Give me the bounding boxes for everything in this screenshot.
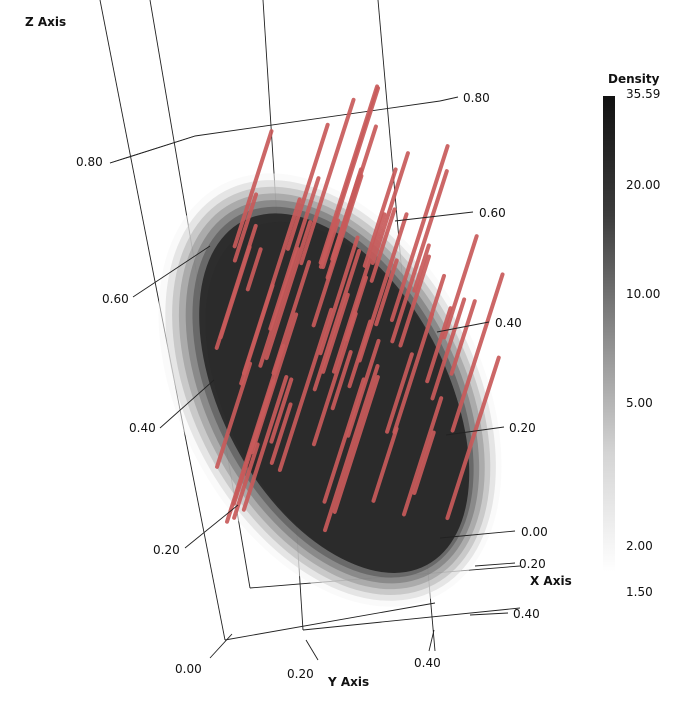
streamline-39: [412, 430, 436, 495]
streamline-24: [277, 307, 334, 472]
streamline-20: [442, 234, 479, 340]
streamline-28: [264, 220, 313, 361]
streamline-16: [357, 212, 409, 363]
streamline-57: [312, 248, 362, 392]
streamline-45: [239, 283, 275, 386]
x-tick-000: 0.00: [521, 525, 548, 539]
x-tick-020: 0.20: [519, 557, 546, 571]
streamline-46: [215, 361, 253, 469]
streamline-56: [323, 364, 380, 533]
colorbar: Density 35.59 20.00 10.00 5.00 2.00 1.50: [603, 72, 660, 599]
z-tick-020: 0.20: [153, 543, 180, 557]
colorbar-tick-5: 5.00: [626, 396, 653, 410]
streamline-53: [430, 297, 467, 401]
streamline-55: [332, 375, 380, 514]
x-tick-040: 0.40: [513, 607, 540, 621]
z-tick-060: 0.60: [102, 292, 129, 306]
tick-leaders: [109, 96, 516, 661]
x-far-tick-020: 0.20: [509, 421, 536, 435]
colorbar-min-label: 1.50: [626, 585, 653, 599]
x-far-tick-080: 0.80: [463, 91, 490, 105]
streamline-51: [285, 122, 330, 251]
streamline-38: [232, 129, 274, 249]
streamline-37: [412, 243, 431, 293]
streamline-18: [321, 218, 341, 270]
tick-leader-4: [439, 530, 516, 539]
y-tick-000: 0.00: [175, 662, 202, 676]
streamline-47: [390, 169, 449, 344]
tick-leader-9: [159, 379, 215, 429]
streamline-30: [214, 223, 258, 350]
tick-leader-5: [474, 562, 516, 567]
streamline-58: [401, 396, 444, 517]
streamline-10: [374, 258, 399, 327]
tick-leader-3: [445, 426, 505, 436]
streamline-41: [330, 167, 363, 262]
streamline-52: [318, 235, 360, 356]
streamline-23: [269, 402, 293, 465]
streamline-22: [321, 292, 350, 374]
streamline-35: [250, 312, 299, 455]
streamlines: [214, 84, 505, 533]
streamline-21: [331, 212, 387, 374]
tick-leader-11: [209, 633, 233, 659]
colorbar-title: Density: [608, 72, 660, 86]
streamline-61: [346, 338, 381, 438]
streamline-26: [392, 312, 435, 435]
streamline-50: [232, 192, 259, 263]
colorbar-gradient: [603, 96, 615, 572]
frame-edge-7: [194, 100, 441, 137]
streamline-14: [232, 442, 260, 520]
streamline-5: [269, 377, 294, 444]
streamline-7: [225, 343, 286, 524]
streamline-34: [428, 273, 446, 322]
frame-edge-6: [302, 607, 521, 631]
streamline-15: [425, 306, 453, 384]
streamline-32: [322, 377, 366, 504]
streamline-17: [369, 207, 397, 283]
streamline-13: [398, 254, 431, 348]
tick-leader-1: [394, 211, 474, 222]
y-tick-020: 0.20: [287, 667, 314, 681]
tick-leader-2: [436, 321, 490, 333]
x-far-tick-040: 0.40: [495, 316, 522, 330]
streamline-19: [311, 311, 358, 447]
streamline-43: [245, 247, 263, 292]
tick-leader-6: [469, 612, 509, 616]
tick-leader-13: [428, 629, 435, 652]
streamline-42: [268, 176, 321, 331]
streamline-60: [318, 84, 380, 265]
colorbar-tick-20: 20.00: [626, 178, 660, 192]
tick-leader-8: [132, 245, 211, 298]
streamline-48: [385, 352, 414, 434]
colorbar-tick-10: 10.00: [626, 287, 660, 301]
y-axis-title: Y Axis: [327, 675, 369, 689]
colorbar-tick-2: 2.00: [626, 539, 653, 553]
tick-leader-0: [439, 96, 459, 102]
z-tick-080: 0.80: [76, 155, 103, 169]
streamline-11: [449, 299, 477, 376]
streamline-36: [371, 426, 399, 503]
tick-leader-10: [184, 504, 239, 549]
streamline-25: [445, 355, 501, 521]
streamline-4: [370, 151, 410, 265]
z-axis-title: Z Axis: [25, 15, 66, 29]
streamline-54: [241, 375, 289, 512]
y-tick-040: 0.40: [414, 656, 441, 670]
streamline-49: [299, 97, 356, 266]
tick-leader-7: [109, 135, 196, 164]
streamline-0: [330, 350, 353, 411]
x-axis-title: X Axis: [530, 574, 572, 588]
streamline-29: [389, 144, 450, 323]
frame-edge-4: [224, 602, 436, 641]
streamline-44: [362, 167, 398, 268]
x-far-tick-060: 0.60: [479, 206, 506, 220]
colorbar-max-label: 35.59: [626, 87, 660, 101]
streamline-59: [450, 272, 505, 433]
z-tick-040: 0.40: [129, 421, 156, 435]
tick-leader-12: [305, 639, 319, 661]
